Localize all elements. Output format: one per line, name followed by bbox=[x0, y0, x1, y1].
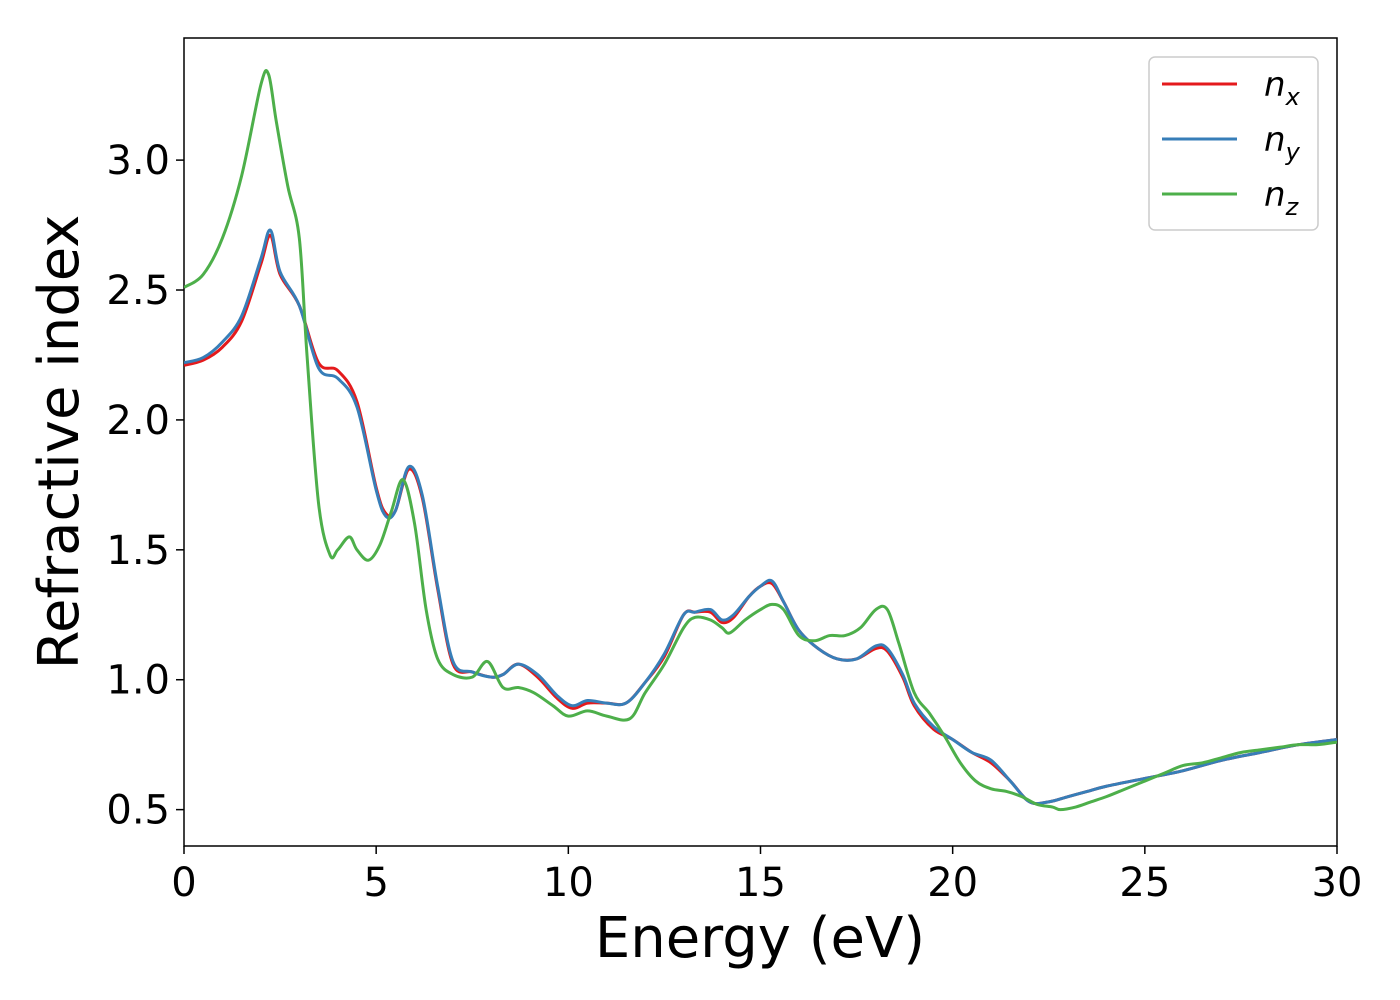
y-tick-label: 1.0 bbox=[106, 658, 170, 704]
x-tick-label: 25 bbox=[1119, 860, 1170, 906]
series-line-n-z bbox=[184, 69, 1337, 812]
x-tick-label: 0 bbox=[171, 860, 196, 906]
y-tick-label: 3.0 bbox=[106, 138, 170, 184]
legend-label-base: n bbox=[1264, 120, 1286, 160]
x-tick-label: 5 bbox=[363, 860, 388, 906]
x-tick-label: 10 bbox=[543, 860, 594, 906]
y-tick-label: 0.5 bbox=[106, 788, 170, 834]
legend-label-subscript: z bbox=[1285, 193, 1300, 221]
legend-frame bbox=[1148, 56, 1319, 231]
y-tick-label: 2.5 bbox=[106, 268, 170, 314]
legend-label-subscript: y bbox=[1285, 138, 1301, 166]
y-axis-ticks: 0.5 1.0 1.5 2.0 2.5 3.0 bbox=[106, 138, 184, 834]
legend-label-base: n bbox=[1264, 65, 1286, 105]
x-axis-label: Energy (eV) bbox=[595, 906, 925, 971]
x-tick-label: 30 bbox=[1312, 860, 1363, 906]
x-tick-label: 15 bbox=[735, 860, 786, 906]
series-layer bbox=[184, 69, 1337, 812]
x-tick-label: 20 bbox=[927, 860, 978, 906]
legend-label-n-x: nx bbox=[1264, 65, 1301, 111]
y-tick-label: 2.0 bbox=[106, 398, 170, 444]
y-tick-label: 1.5 bbox=[106, 528, 170, 574]
legend-label-base: n bbox=[1264, 175, 1286, 215]
x-axis-ticks: 0 5 10 15 20 25 30 bbox=[171, 846, 1362, 906]
legend-label-n-z: nz bbox=[1264, 175, 1300, 221]
legend-label-n-y: ny bbox=[1264, 120, 1301, 166]
series-line-n-y bbox=[184, 228, 1337, 806]
y-axis-label: Refractive index bbox=[27, 215, 92, 670]
series-line-n-x bbox=[184, 233, 1337, 806]
legend-label-subscript: x bbox=[1285, 83, 1301, 111]
